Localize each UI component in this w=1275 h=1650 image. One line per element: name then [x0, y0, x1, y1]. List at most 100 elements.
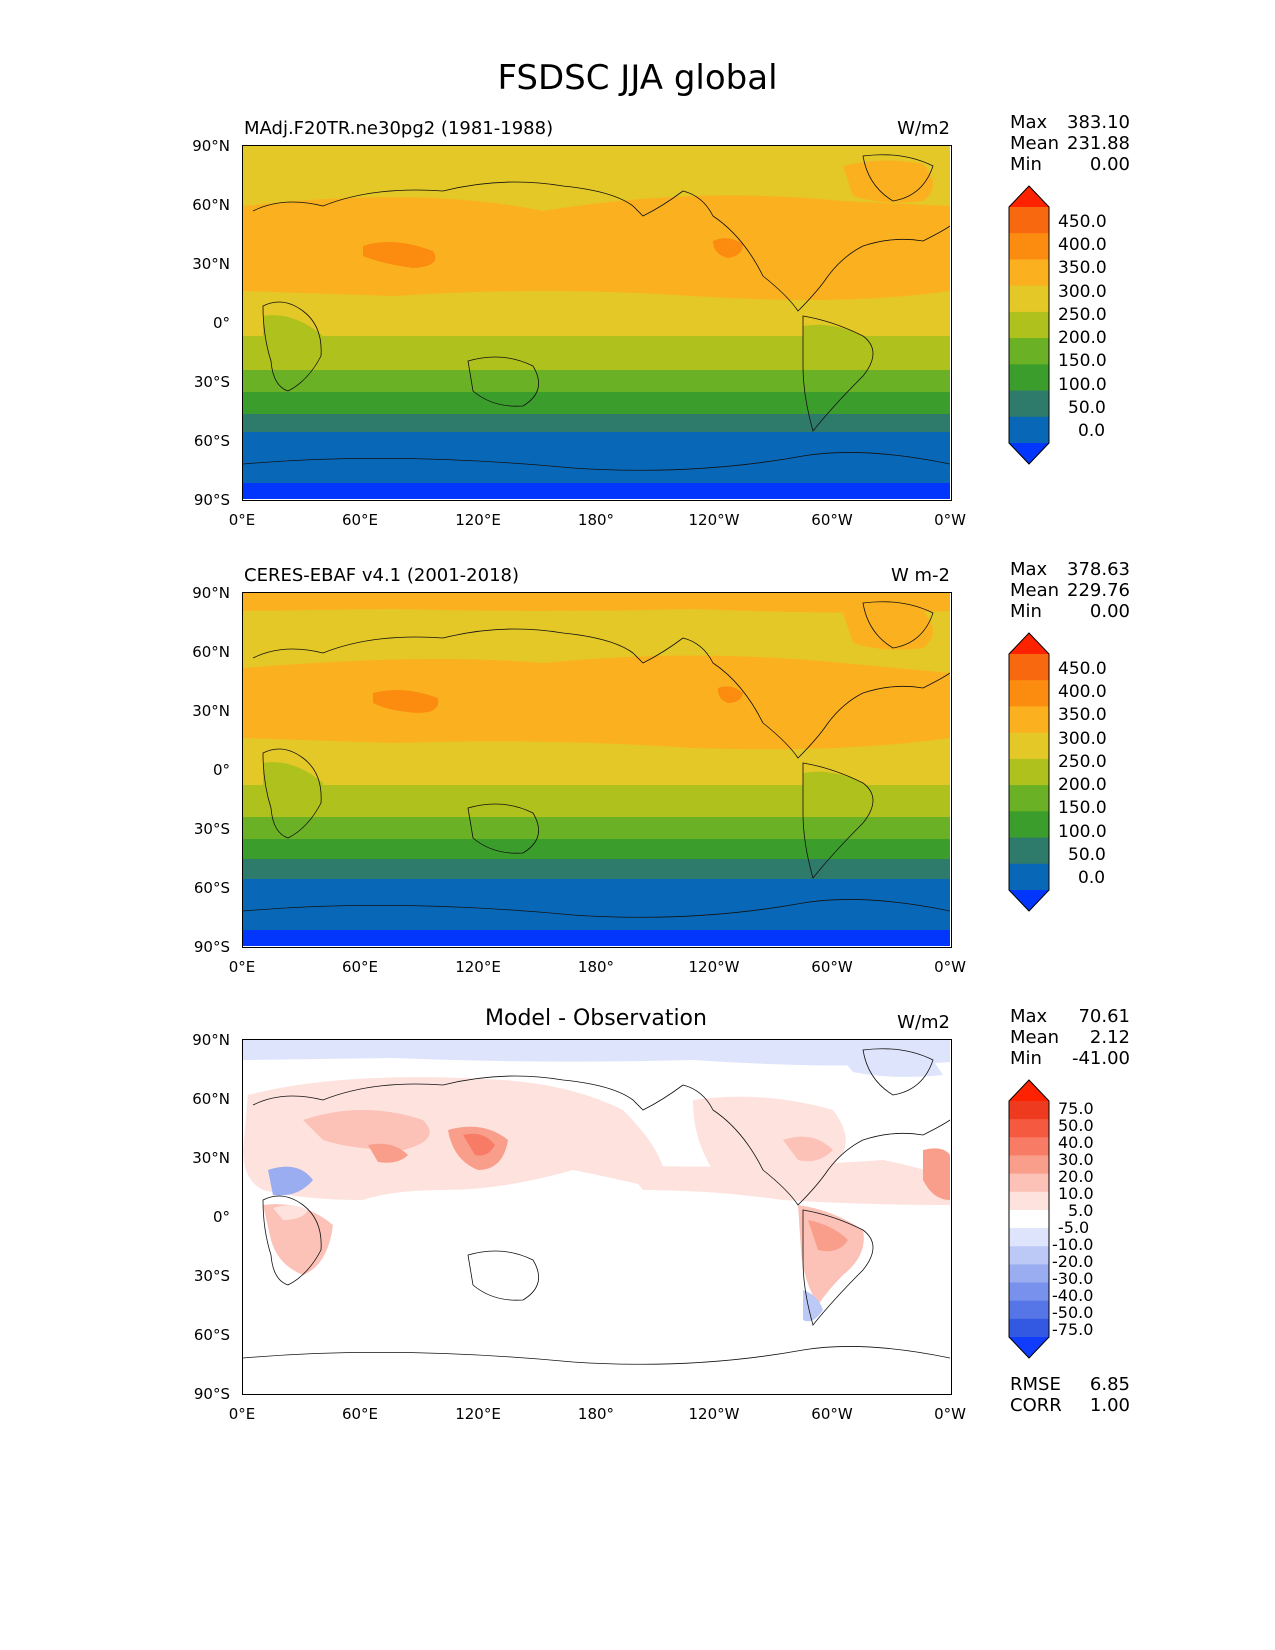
panel1-xtick: 180° [577, 511, 615, 529]
colorbar-segment [1009, 1300, 1049, 1320]
panel3-colorbar-label: -10.0 [1052, 1235, 1094, 1254]
colorbar-outline [1008, 632, 1050, 912]
panel2-ytick: 30°N [192, 702, 230, 720]
colorbar-segment [1009, 1282, 1049, 1302]
panel2-colorbar-label: 300.0 [1058, 729, 1107, 749]
colorbar-segment [1009, 1264, 1049, 1284]
colorbar-segment [1009, 338, 1049, 365]
panel3-ytick: 90°N [192, 1031, 230, 1049]
panel1-xtick: 0°E [228, 511, 256, 529]
panel1-xtick: 60°W [811, 511, 853, 529]
panel2-ytick: 60°S [193, 879, 230, 897]
panel2-max-value: 378.63 [1067, 559, 1130, 580]
panel2-ytick: 60°N [192, 643, 230, 661]
panel1-map [242, 145, 952, 501]
colorbar-segment [1009, 863, 1049, 891]
colorbar-segment [1009, 311, 1049, 339]
panel3-colorbar-label: -50.0 [1052, 1303, 1094, 1322]
colorbar-segment [1009, 1101, 1049, 1120]
panel2-mean-value: 229.76 [1067, 580, 1130, 601]
colorbar-segment [1009, 758, 1049, 786]
colorbar-segment [1009, 207, 1049, 234]
panel1-xtick: 120°W [688, 511, 740, 529]
panel1-colorbar-label: 400.0 [1058, 235, 1107, 255]
panel1-xtick: 60°E [341, 511, 379, 529]
panel3-colorbar-label: -40.0 [1052, 1286, 1094, 1305]
panel1-ytick: 90°S [193, 491, 230, 509]
panel3-xtick: 0°E [228, 1405, 256, 1423]
panel3-xtick: 120°E [455, 1405, 501, 1423]
panel1-mean-label: Mean [1010, 133, 1060, 154]
colorbar-extend-max [1009, 186, 1049, 207]
colorbar-outline [1008, 185, 1050, 465]
panel2-colorbar-label: 100.0 [1058, 822, 1107, 842]
panel3-ytick: 60°N [192, 1090, 230, 1108]
panel1-colorbar-label: 250.0 [1058, 305, 1107, 325]
panel3-corr-value: 1.00 [1089, 1395, 1130, 1416]
panel1-ytick: 30°S [193, 373, 230, 391]
panel2-ytick: 30°S [193, 820, 230, 838]
panel3-colorbar-label: -20.0 [1052, 1252, 1094, 1271]
panel2-colorbar-label: 150.0 [1058, 798, 1107, 818]
panel3-colorbar-label: 10.0 [1058, 1184, 1094, 1203]
colorbar-extend-min [1009, 443, 1049, 464]
panel3-colorbar-label: -75.0 [1052, 1320, 1094, 1339]
panel3-units: W/m2 [897, 1012, 950, 1033]
panel2-min-label: Min [1010, 601, 1042, 622]
panel1-left-title: MAdj.F20TR.ne30pg2 (1981-1988) [244, 118, 554, 139]
panel2-colorbar-label: 200.0 [1058, 775, 1107, 795]
colorbar-segment [1009, 1209, 1049, 1229]
panel3-colorbar-label: -30.0 [1052, 1269, 1094, 1288]
panel2-colorbar-label: 400.0 [1058, 682, 1107, 702]
colorbar-extend-min [1009, 890, 1049, 911]
panel2-xtick: 180° [577, 958, 615, 976]
panel3-xtick: 0°W [934, 1405, 966, 1423]
panel1-colorbar-label: 200.0 [1058, 328, 1107, 348]
figure-title: FSDSC JJA global [497, 58, 778, 98]
panel3-ytick: 0° [212, 1208, 230, 1226]
panel2-colorbar-label: 450.0 [1058, 659, 1107, 679]
panel2-xtick: 120°E [455, 958, 501, 976]
panel1-min-label: Min [1010, 154, 1042, 175]
panel2-colorbar-label: 350.0 [1058, 705, 1107, 725]
panel3-xtick: 60°E [341, 1405, 379, 1423]
panel3-ytick: 30°S [193, 1267, 230, 1285]
panel3-ytick: 60°S [193, 1326, 230, 1344]
panel3-rmse-label: RMSE [1010, 1374, 1061, 1395]
panel3-colorbar-label: 20.0 [1058, 1167, 1094, 1186]
panel1-colorbar-label: 150.0 [1058, 351, 1107, 371]
panel3-map [242, 1039, 952, 1395]
panel3-ytick: 90°S [193, 1385, 230, 1403]
panel1-colorbar-label: 450.0 [1058, 212, 1107, 232]
colorbar-segment [1009, 1318, 1049, 1338]
panel2-units: W m-2 [890, 565, 950, 586]
colorbar-segment [1009, 259, 1049, 287]
panel1-max-label: Max [1010, 112, 1048, 133]
panel1-xtick: 0°W [934, 511, 966, 529]
panel2-ytick: 0° [212, 761, 230, 779]
panel1-ytick: 90°N [192, 137, 230, 155]
panel3-colorbar-label: 75.0 [1058, 1099, 1094, 1118]
colorbar-extend-max [1009, 1080, 1049, 1101]
panel2-max-label: Max [1010, 559, 1048, 580]
panel3-center-title: Model - Observation [485, 1006, 707, 1031]
panel2-colorbar-label: 250.0 [1058, 752, 1107, 772]
panel3-colorbar-label: 40.0 [1058, 1133, 1094, 1152]
panel2-colorbar-label: 50.0 [1068, 845, 1106, 865]
panel1-units: W/m2 [897, 118, 950, 139]
panel1-mean-value: 231.88 [1067, 133, 1130, 154]
colorbar-segment [1009, 1246, 1049, 1265]
panel1-colorbar-label: 50.0 [1068, 398, 1106, 418]
panel2-ytick: 90°N [192, 584, 230, 602]
colorbar-segment [1009, 364, 1049, 392]
panel3-max-value: 70.61 [1078, 1006, 1130, 1027]
panel3-mean-label: Mean [1010, 1027, 1060, 1048]
panel2-colorbar-label: 0.0 [1078, 868, 1106, 888]
panel2-left-title: CERES-EBAF v4.1 (2001-2018) [244, 565, 520, 586]
colorbar-segment [1009, 706, 1049, 734]
panel3-xtick: 180° [577, 1405, 615, 1423]
panel1-ytick: 60°N [192, 196, 230, 214]
colorbar-segment [1009, 1137, 1049, 1156]
panel1-ytick: 60°S [193, 432, 230, 450]
panel3-mean-value: 2.12 [1089, 1027, 1130, 1048]
